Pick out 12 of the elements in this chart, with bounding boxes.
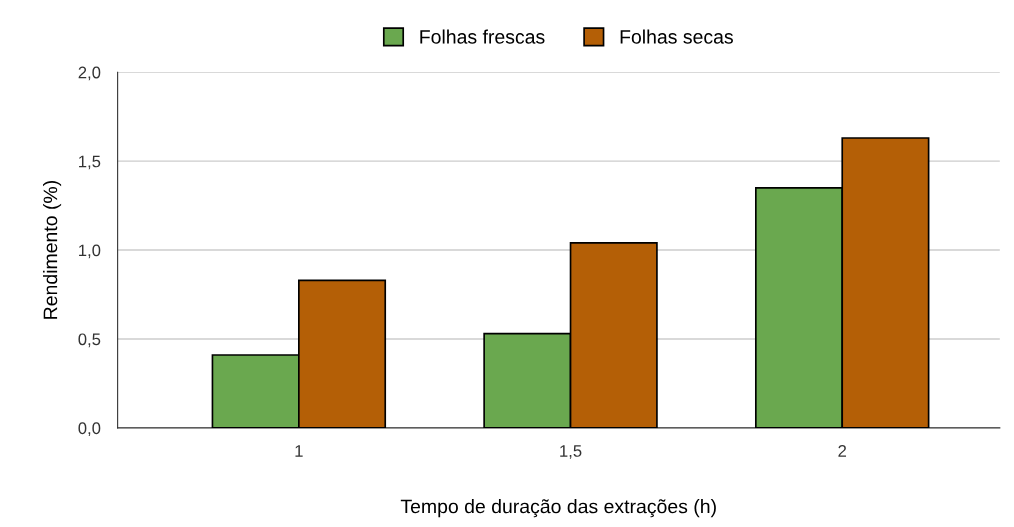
legend-label: Folhas frescas	[420, 29, 545, 44]
y-tick-label: 1,5	[79, 155, 101, 170]
y-tick-label: 2,0	[78, 66, 101, 81]
x-axis-title: Tempo de duração das extrações (h)	[400, 499, 716, 518]
y-tick-label: 1,0	[79, 244, 101, 259]
x-tick-label: 2	[838, 445, 847, 457]
x-tick-label: 1,5	[560, 445, 582, 459]
y-tick-label: 0,5	[78, 333, 101, 348]
y-axis-title: Rendimento (%)	[43, 181, 62, 319]
legend-label: Folhas secas	[620, 29, 733, 44]
x-tick-label: 1	[295, 445, 303, 457]
y-tick-label: 0,0	[78, 422, 101, 437]
